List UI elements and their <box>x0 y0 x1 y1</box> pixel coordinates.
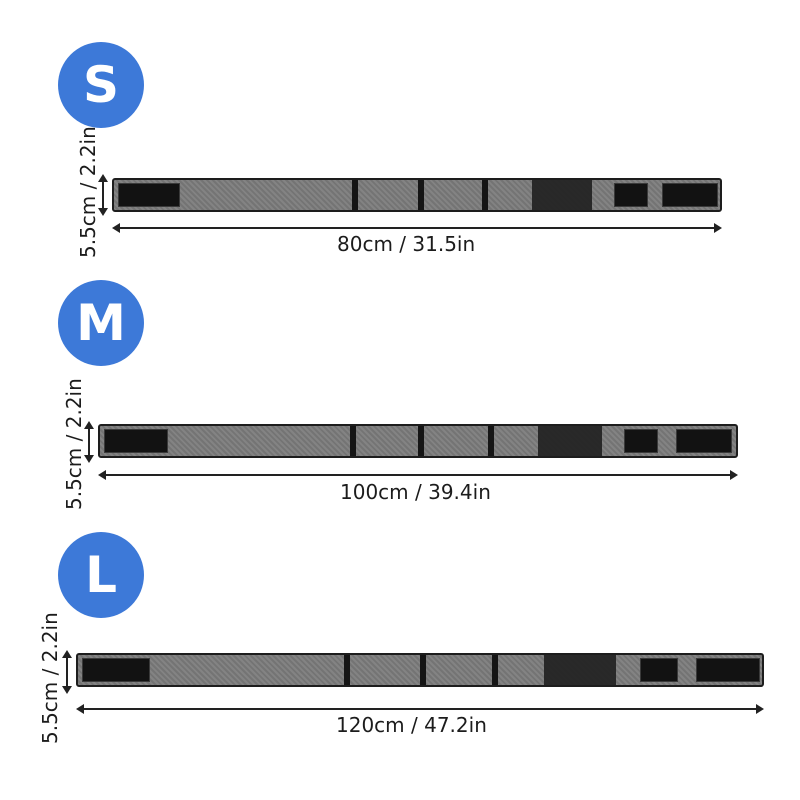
size-m-badge: M <box>58 280 144 366</box>
velcro-end-left <box>82 658 150 682</box>
size-l-belt <box>76 653 764 687</box>
size-s-width-label: 5.5cm / 2.2in <box>76 126 100 258</box>
velcro-patch <box>614 183 648 207</box>
size-s-badge: S <box>58 42 144 128</box>
strap <box>488 426 494 456</box>
mesh-pocket <box>538 426 602 456</box>
size-m-length-label: 100cm / 39.4in <box>340 480 491 504</box>
strap <box>418 426 424 456</box>
size-s-belt <box>112 178 722 212</box>
size-m-badge-label: M <box>76 294 126 352</box>
size-s-width-dimension <box>98 174 108 216</box>
size-s-badge-label: S <box>82 56 119 114</box>
size-s-length-label: 80cm / 31.5in <box>337 232 476 256</box>
strap <box>418 180 424 210</box>
size-l-badge: L <box>58 532 144 618</box>
size-s-length-dimension <box>112 223 722 233</box>
strap <box>420 655 426 685</box>
velcro-end-left <box>104 429 168 453</box>
strap <box>344 655 350 685</box>
strap <box>350 426 356 456</box>
mesh-pocket <box>544 655 616 685</box>
velcro-end-right <box>676 429 732 453</box>
size-l-width-dimension <box>62 650 72 694</box>
size-l-width-label: 5.5cm / 2.2in <box>38 612 62 744</box>
mesh-pocket <box>532 180 592 210</box>
velcro-patch <box>640 658 678 682</box>
size-m-width-label: 5.5cm / 2.2in <box>62 378 86 510</box>
velcro-end-left <box>118 183 180 207</box>
velcro-end-right <box>662 183 718 207</box>
size-l-length-label: 120cm / 47.2in <box>336 713 487 737</box>
size-m-length-dimension <box>98 470 738 480</box>
strap <box>352 180 358 210</box>
size-m-width-dimension <box>84 421 94 463</box>
size-l-length-dimension <box>76 704 764 714</box>
velcro-end-right <box>696 658 760 682</box>
size-m-belt <box>98 424 738 458</box>
strap <box>482 180 488 210</box>
velcro-patch <box>624 429 658 453</box>
strap <box>492 655 498 685</box>
size-l-badge-label: L <box>85 546 117 604</box>
